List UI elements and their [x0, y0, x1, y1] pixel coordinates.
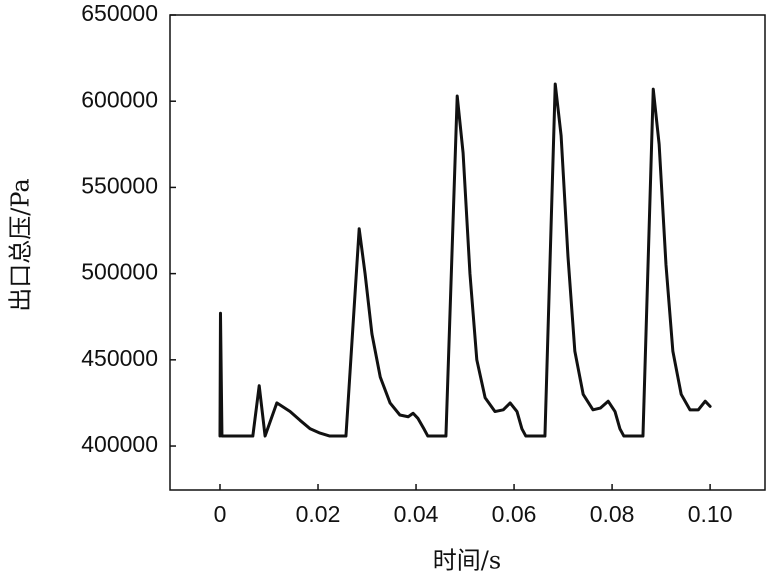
y-tick-label: 650000	[81, 0, 158, 26]
x-tick-label: 0.04	[394, 501, 439, 527]
y-tick-label: 500000	[81, 259, 158, 285]
x-tick-label: 0	[214, 501, 227, 527]
x-tick-label: 0.10	[688, 501, 733, 527]
plot-frame	[169, 14, 766, 491]
x-tick-label: 0.02	[296, 501, 341, 527]
y-tick-label: 550000	[81, 172, 158, 198]
x-tick-label: 0.08	[590, 501, 635, 527]
x-axis-title: 时间/s	[433, 547, 501, 575]
data-line	[218, 82, 712, 438]
y-tick-label: 450000	[81, 345, 158, 371]
y-tick-label: 600000	[81, 86, 158, 112]
y-tick-label: 400000	[81, 431, 158, 457]
x-tick-label: 0.06	[492, 501, 537, 527]
y-axis-title: 出口总压/Pa	[7, 178, 35, 311]
